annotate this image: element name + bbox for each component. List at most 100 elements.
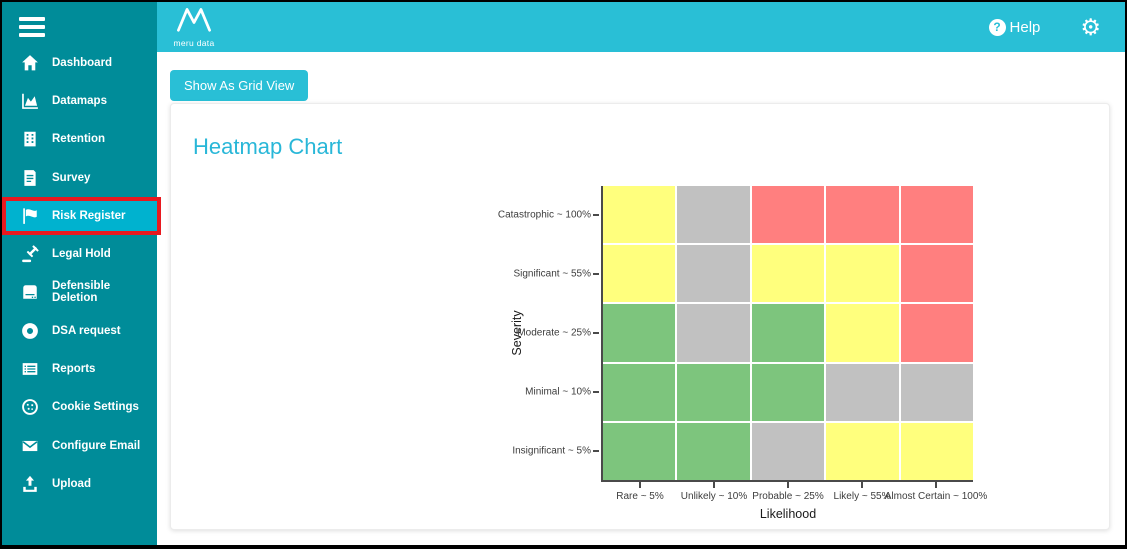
heat-cell-r4-c1[interactable]: [677, 422, 750, 480]
heat-cell-r3-c4[interactable]: [900, 363, 973, 421]
x-tick-label: Rare ~ 5%: [616, 491, 664, 502]
sidebar-item-label: Risk Register: [52, 209, 126, 222]
x-tick-mark: [713, 482, 715, 488]
x-tick-mark: [935, 482, 937, 488]
help-button[interactable]: ? Help: [988, 18, 1041, 36]
y-tick-label: Minimal ~ 10%: [525, 386, 591, 398]
x-tick-label: Probable ~ 25%: [752, 491, 824, 502]
sidebar-item-label: DSA request: [52, 324, 121, 337]
hamburger-bar: [19, 33, 45, 37]
sidebar-item-upload[interactable]: Upload: [2, 465, 157, 503]
sidebar: Dashboard Datamaps Retention Survey Risk Reg…: [2, 2, 161, 545]
main-content: Show As Grid View Heatmap Chart Severity…: [157, 52, 1125, 545]
sidebar-item-dashboard[interactable]: Dashboard: [2, 44, 157, 82]
y-tick-mark: [593, 214, 599, 217]
y-tick-mark: [593, 390, 599, 393]
harddrive-icon: [21, 283, 39, 301]
x-tick-mark: [861, 482, 863, 488]
heat-cell-r2-c3[interactable]: [826, 304, 899, 362]
sidebar-item-defensible-deletion[interactable]: Defensible Deletion: [2, 273, 157, 311]
sidebar-item-label: Configure Email: [52, 439, 141, 452]
upload-icon: [21, 475, 39, 493]
sidebar-item-label: Datamaps: [52, 94, 107, 107]
sidebar-item-datamaps[interactable]: Datamaps: [2, 82, 157, 120]
x-tick-label: Unlikely ~ 10%: [680, 491, 748, 502]
heat-cell-r2-c2[interactable]: [751, 304, 825, 362]
email-icon: [21, 437, 39, 455]
sidebar-nav: Dashboard Datamaps Retention Survey Risk Reg…: [2, 44, 161, 504]
sidebar-item-legal-hold[interactable]: Legal Hold: [2, 235, 157, 273]
x-tick-label: Likely ~ 55%: [833, 491, 891, 502]
heat-cell-r1-c3[interactable]: [826, 245, 899, 303]
mountain-logo-icon: [171, 6, 217, 37]
lifering-icon: [21, 322, 39, 340]
heat-cell-r3-c3[interactable]: [826, 363, 899, 421]
heat-cell-r0-c0[interactable]: [603, 186, 676, 244]
sidebar-item-label: Cookie Settings: [52, 401, 139, 414]
report-icon: [21, 360, 39, 378]
heat-cell-r0-c1[interactable]: [677, 186, 750, 244]
y-tick-label: Moderate ~ 25%: [517, 327, 591, 339]
sidebar-item-reports[interactable]: Reports: [2, 350, 157, 388]
logo-text: meru data: [173, 38, 215, 48]
document-icon: [21, 169, 39, 187]
sidebar-item-risk-register[interactable]: Risk Register: [2, 196, 161, 235]
sidebar-item-retention[interactable]: Retention: [2, 120, 157, 158]
sidebar-item-label: Retention: [52, 133, 106, 146]
question-mark-icon: ?: [988, 18, 1006, 36]
x-tick-mark: [639, 482, 641, 488]
y-tick-label: Significant ~ 55%: [513, 268, 591, 280]
sidebar-item-dsa-request[interactable]: DSA request: [2, 312, 157, 350]
gavel-icon: [21, 245, 39, 263]
y-tick-label: Catastrophic ~ 100%: [497, 209, 591, 221]
show-as-grid-view-button[interactable]: Show As Grid View: [170, 70, 309, 101]
heat-cell-r2-c1[interactable]: [677, 304, 750, 362]
page-title: Heatmap Chart: [193, 134, 343, 160]
sidebar-item-cookie-settings[interactable]: Cookie Settings: [2, 388, 157, 426]
hamburger-menu-icon[interactable]: [2, 2, 157, 37]
y-tick-mark: [593, 332, 599, 334]
heat-cell-r2-c4[interactable]: [900, 304, 973, 362]
sidebar-item-label: Dashboard: [52, 56, 113, 69]
heat-cell-r3-c2[interactable]: [751, 363, 825, 421]
meru-data-logo: meru data: [171, 6, 217, 48]
sidebar-item-label: Reports: [52, 363, 96, 376]
heat-cell-r4-c3[interactable]: [826, 422, 899, 480]
heat-cell-r3-c0[interactable]: [603, 363, 676, 421]
hamburger-bar: [19, 17, 45, 21]
y-tick-mark: [593, 273, 599, 276]
y-tick-mark: [593, 449, 599, 452]
heat-cell-r0-c2[interactable]: [751, 186, 825, 244]
heat-cell-r4-c2[interactable]: [751, 422, 825, 480]
top-header: meru data ? Help ⚙: [157, 2, 1125, 52]
flag-icon: [21, 207, 39, 225]
heat-cell-r0-c3[interactable]: [826, 186, 899, 244]
gear-icon[interactable]: ⚙: [1080, 13, 1101, 40]
heat-cell-r1-c2[interactable]: [751, 245, 825, 303]
sidebar-item-label: Defensible Deletion: [52, 280, 111, 305]
heat-cell-r3-c1[interactable]: [677, 363, 750, 421]
heat-cell-r1-c1[interactable]: [677, 245, 750, 303]
cookie-icon: [21, 398, 39, 416]
heat-cell-r1-c4[interactable]: [900, 245, 973, 303]
heat-cell-r2-c0[interactable]: [603, 304, 676, 362]
heat-cell-r4-c0[interactable]: [603, 422, 676, 480]
header-actions: ? Help ⚙: [988, 13, 1101, 40]
heatmap-grid: [603, 186, 973, 480]
sidebar-item-label: Legal Hold: [52, 248, 111, 261]
sidebar-item-label: Upload: [52, 477, 91, 490]
x-axis-title: Likelihood: [759, 507, 817, 521]
y-tick-label: Insignificant ~ 5%: [512, 445, 591, 457]
heat-cell-r0-c4[interactable]: [900, 186, 973, 244]
x-tick-mark: [787, 482, 789, 488]
sidebar-item-survey[interactable]: Survey: [2, 158, 157, 196]
sidebar-item-configure-email[interactable]: Configure Email: [2, 426, 157, 464]
x-tick-label: Almost Certain ~ 100%: [884, 491, 988, 502]
heat-cell-r1-c0[interactable]: [603, 245, 676, 303]
help-label: Help: [1009, 18, 1041, 36]
datamaps-icon: [21, 92, 39, 110]
heatmap-plot: Severity Likelihood Catastrophic ~ 100% S…: [498, 186, 987, 521]
heat-cell-r4-c4[interactable]: [900, 422, 973, 480]
hamburger-bar: [19, 25, 45, 29]
